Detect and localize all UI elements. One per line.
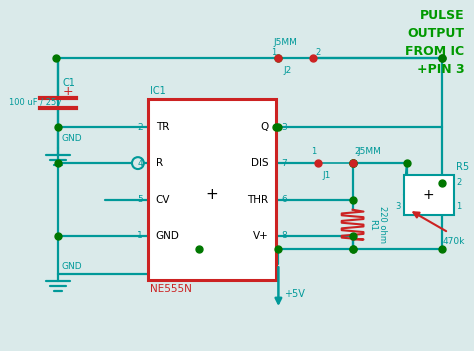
Text: GND: GND: [62, 134, 82, 143]
Text: THR: THR: [247, 195, 268, 205]
Text: J2: J2: [283, 66, 292, 75]
Text: 5: 5: [137, 195, 143, 204]
Text: 1: 1: [271, 48, 276, 58]
Text: 100 uF / 25v: 100 uF / 25v: [9, 97, 62, 106]
Text: 7: 7: [282, 159, 287, 167]
Text: +5V: +5V: [284, 289, 305, 299]
Text: 2: 2: [137, 123, 143, 132]
Text: 3: 3: [282, 123, 287, 132]
Text: Q: Q: [260, 122, 268, 132]
Text: +: +: [63, 85, 73, 98]
Text: 2: 2: [355, 147, 360, 156]
Text: DIS: DIS: [251, 158, 268, 168]
Text: 8: 8: [282, 231, 287, 240]
Text: 6: 6: [282, 195, 287, 204]
Text: R5: R5: [456, 162, 470, 172]
Text: +: +: [206, 187, 219, 202]
Text: 1: 1: [456, 202, 462, 211]
Text: J1: J1: [323, 171, 331, 180]
Text: 2: 2: [456, 178, 462, 187]
Text: V+: V+: [253, 231, 268, 240]
Text: +: +: [423, 188, 435, 202]
FancyBboxPatch shape: [148, 99, 276, 280]
Text: R: R: [156, 158, 163, 168]
Text: TR: TR: [156, 122, 169, 132]
Text: 1: 1: [137, 231, 143, 240]
Text: J5MM: J5MM: [357, 147, 382, 156]
Text: 2: 2: [315, 48, 320, 58]
Text: R1: R1: [368, 219, 377, 231]
Text: J5MM: J5MM: [273, 38, 297, 47]
Text: GND: GND: [156, 231, 180, 240]
FancyBboxPatch shape: [404, 175, 454, 215]
Text: C1: C1: [63, 78, 75, 88]
Text: GND: GND: [62, 262, 82, 271]
Text: 3: 3: [396, 202, 401, 211]
Text: IC1: IC1: [150, 86, 165, 95]
Text: 470k: 470k: [442, 237, 465, 245]
Text: CV: CV: [156, 195, 170, 205]
Text: 1: 1: [311, 147, 316, 156]
Text: NE555N: NE555N: [150, 284, 191, 294]
Text: PULSE
OUTPUT
FROM IC
+PIN 3: PULSE OUTPUT FROM IC +PIN 3: [405, 9, 465, 76]
Text: 4: 4: [137, 159, 143, 167]
Text: 220 ohm: 220 ohm: [378, 206, 387, 243]
